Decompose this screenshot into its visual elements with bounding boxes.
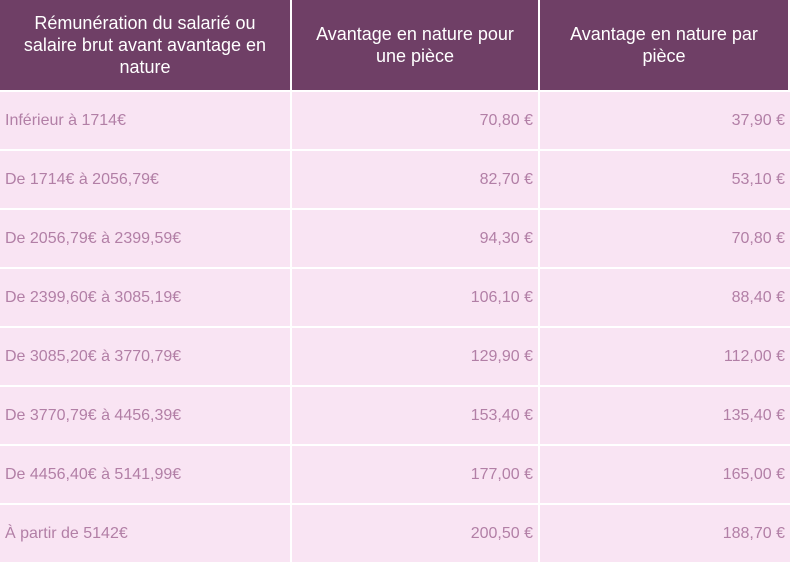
row-4-per-room: 88,40 € xyxy=(540,269,790,328)
row-2-one-room: 82,70 € xyxy=(292,151,540,210)
row-1-salary: Inférieur à 1714€ xyxy=(0,92,292,151)
row-7-per-room: 165,00 € xyxy=(540,446,790,505)
row-7-one-room: 177,00 € xyxy=(292,446,540,505)
row-2-salary: De 1714€ à 2056,79€ xyxy=(0,151,292,210)
row-8-salary: À partir de 5142€ xyxy=(0,505,292,564)
header-salary: Rémunération du salarié ou salaire brut … xyxy=(0,0,292,92)
row-5-salary: De 3085,20€ à 3770,79€ xyxy=(0,328,292,387)
row-5-one-room: 129,90 € xyxy=(292,328,540,387)
row-1-per-room: 37,90 € xyxy=(540,92,790,151)
row-7-salary: De 4456,40€ à 5141,99€ xyxy=(0,446,292,505)
row-2-per-room: 53,10 € xyxy=(540,151,790,210)
row-6-per-room: 135,40 € xyxy=(540,387,790,446)
row-6-one-room: 153,40 € xyxy=(292,387,540,446)
row-3-one-room: 94,30 € xyxy=(292,210,540,269)
row-6-salary: De 3770,79€ à 4456,39€ xyxy=(0,387,292,446)
row-4-one-room: 106,10 € xyxy=(292,269,540,328)
row-4-salary: De 2399,60€ à 3085,19€ xyxy=(0,269,292,328)
header-benefit-per-room: Avantage en nature par pièce xyxy=(540,0,790,92)
row-3-salary: De 2056,79€ à 2399,59€ xyxy=(0,210,292,269)
row-3-per-room: 70,80 € xyxy=(540,210,790,269)
row-1-one-room: 70,80 € xyxy=(292,92,540,151)
row-8-one-room: 200,50 € xyxy=(292,505,540,564)
header-benefit-one-room: Avantage en nature pour une pièce xyxy=(292,0,540,92)
row-8-per-room: 188,70 € xyxy=(540,505,790,564)
row-5-per-room: 112,00 € xyxy=(540,328,790,387)
